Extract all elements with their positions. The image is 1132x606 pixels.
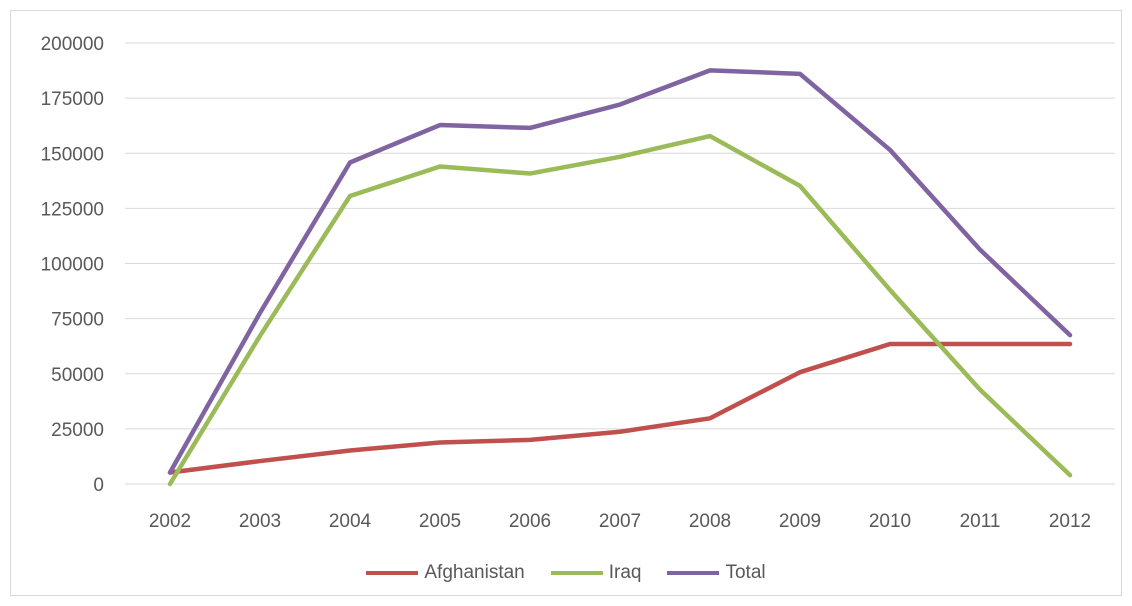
x-tick-label: 2012 [1049,511,1091,532]
x-tick-label: 2010 [869,511,911,532]
series-line-iraq [167,133,1073,487]
y-tick-label: 100000 [41,255,104,276]
y-tick-label: 50000 [51,365,104,386]
x-tick-label: 2008 [689,511,731,532]
y-tick-label: 200000 [41,34,104,55]
x-tick-label: 2007 [599,511,641,532]
x-tick-label: 2009 [779,511,821,532]
x-tick-label: 2003 [239,511,281,532]
legend-item-total: Total [667,562,766,584]
series-lines [167,68,1073,487]
legend: Afghanistan Iraq Total [0,562,1132,584]
x-tick-label: 2005 [419,511,461,532]
x-tick-label: 2011 [960,511,1001,532]
series-line-afghanistan [167,341,1073,475]
y-tick-label: 0 [93,475,104,496]
y-tick-label: 125000 [41,199,104,220]
y-tick-label: 175000 [41,89,104,110]
legend-item-afghanistan: Afghanistan [366,562,525,584]
y-tick-label: 25000 [51,420,104,441]
series-line-total [167,68,1073,475]
legend-label-iraq: Iraq [608,562,642,583]
legend-label-afghanistan: Afghanistan [424,562,525,583]
x-tick-label: 2006 [509,511,551,532]
x-tick-label: 2002 [149,511,191,532]
gridlines [125,42,1115,430]
legend-item-iraq: Iraq [550,562,642,584]
y-tick-label: 75000 [51,310,104,331]
x-tick-label: 2004 [329,511,372,532]
legend-swatch-total [667,571,720,575]
y-axis-tick-labels: 0 25000 50000 75000 100000 125000 150000 175000… [41,34,104,496]
legend-swatch-afghanistan [366,571,419,575]
legend-label-total: Total [725,562,766,583]
chart-frame [10,10,1122,596]
legend-swatch-iraq [550,571,603,575]
x-axis-tick-labels: 2002 2003 2004 2005 2006 2007 2008 2009 2010 2011… [149,511,1091,532]
y-tick-label: 150000 [41,144,104,165]
